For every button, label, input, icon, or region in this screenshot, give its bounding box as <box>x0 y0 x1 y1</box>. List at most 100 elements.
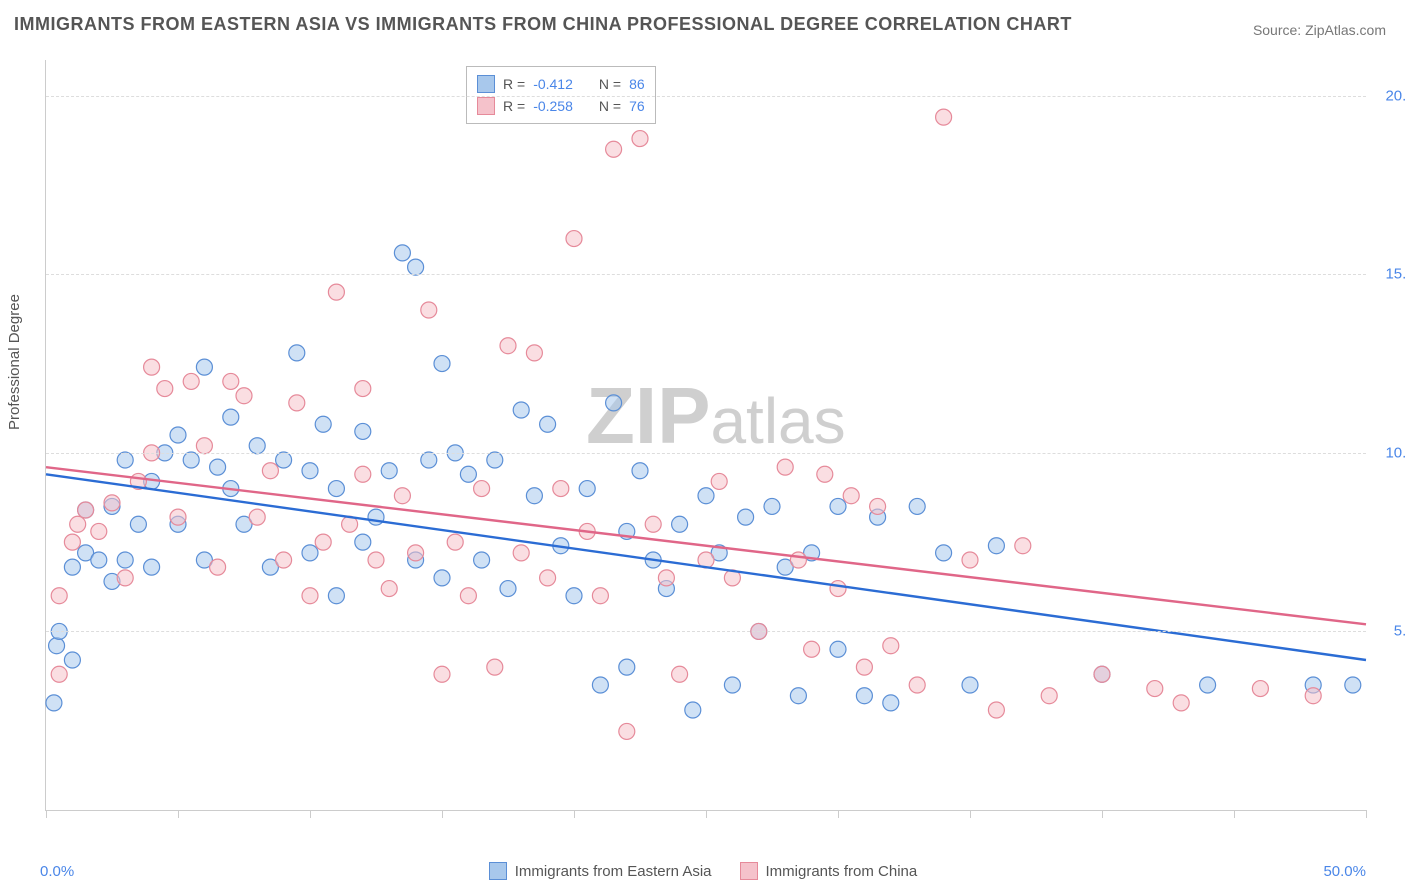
data-point <box>289 395 305 411</box>
data-point <box>70 516 86 532</box>
bottom-legend: 0.0% Immigrants from Eastern Asia Immigr… <box>0 862 1406 880</box>
data-point <box>566 588 582 604</box>
data-point <box>936 545 952 561</box>
data-point <box>394 488 410 504</box>
data-point <box>130 516 146 532</box>
data-point <box>355 534 371 550</box>
data-point <box>223 373 239 389</box>
data-point <box>619 723 635 739</box>
data-point <box>632 463 648 479</box>
data-point <box>804 641 820 657</box>
data-point <box>1094 666 1110 682</box>
data-point <box>909 498 925 514</box>
data-point <box>64 652 80 668</box>
data-point <box>1173 695 1189 711</box>
legend-item-1: Immigrants from China <box>740 862 918 880</box>
x-tick <box>970 810 971 818</box>
data-point <box>685 702 701 718</box>
data-point <box>909 677 925 693</box>
data-point <box>408 545 424 561</box>
r-label: R = <box>503 98 525 114</box>
data-point <box>315 534 331 550</box>
data-point <box>764 498 780 514</box>
data-point <box>553 481 569 497</box>
data-point <box>381 581 397 597</box>
data-point <box>1015 538 1031 554</box>
data-point <box>117 452 133 468</box>
chart-svg <box>46 60 1366 810</box>
data-point <box>830 581 846 597</box>
data-point <box>790 552 806 568</box>
data-point <box>513 545 529 561</box>
data-point <box>500 581 516 597</box>
x-tick <box>1234 810 1235 818</box>
data-point <box>632 131 648 147</box>
swatch-bottom-1 <box>740 862 758 880</box>
data-point <box>1147 681 1163 697</box>
x-max-label: 50.0% <box>1323 863 1366 880</box>
x-tick <box>574 810 575 818</box>
data-point <box>724 677 740 693</box>
data-point <box>64 534 80 550</box>
data-point <box>883 638 899 654</box>
gridline <box>46 631 1366 632</box>
n-label: N = <box>599 98 621 114</box>
data-point <box>487 452 503 468</box>
legend-label-1: Immigrants from China <box>766 863 918 880</box>
data-point <box>368 552 384 568</box>
x-min-label: 0.0% <box>40 863 74 880</box>
swatch-series-1 <box>477 97 495 115</box>
data-point <box>672 516 688 532</box>
data-point <box>566 231 582 247</box>
y-axis-label: Professional Degree <box>6 294 23 430</box>
data-point <box>460 588 476 604</box>
data-point <box>276 452 292 468</box>
data-point <box>170 427 186 443</box>
n-value-1: 76 <box>629 98 645 114</box>
r-value-1: -0.258 <box>533 98 573 114</box>
x-tick <box>46 810 47 818</box>
n-label: N = <box>599 76 621 92</box>
data-point <box>236 388 252 404</box>
data-point <box>1200 677 1216 693</box>
data-point <box>78 502 94 518</box>
data-point <box>434 570 450 586</box>
data-point <box>46 695 62 711</box>
data-point <box>421 302 437 318</box>
data-point <box>196 438 212 454</box>
data-point <box>856 659 872 675</box>
data-point <box>157 381 173 397</box>
data-point <box>500 338 516 354</box>
x-tick <box>706 810 707 818</box>
data-point <box>49 638 65 654</box>
data-point <box>856 688 872 704</box>
gridline <box>46 96 1366 97</box>
data-point <box>658 570 674 586</box>
data-point <box>302 588 318 604</box>
data-point <box>144 359 160 375</box>
y-tick-label: 5.0% <box>1394 623 1406 640</box>
data-point <box>447 534 463 550</box>
data-point <box>355 423 371 439</box>
data-point <box>474 481 490 497</box>
data-point <box>711 473 727 489</box>
data-point <box>487 659 503 675</box>
data-point <box>817 466 833 482</box>
data-point <box>328 588 344 604</box>
data-point <box>526 345 542 361</box>
data-point <box>434 356 450 372</box>
data-point <box>394 245 410 261</box>
data-point <box>592 677 608 693</box>
data-point <box>302 463 318 479</box>
source-name: ZipAtlas.com <box>1305 22 1386 38</box>
y-tick-label: 15.0% <box>1385 266 1406 283</box>
gridline <box>46 453 1366 454</box>
data-point <box>1041 688 1057 704</box>
data-point <box>368 509 384 525</box>
swatch-series-0 <box>477 75 495 93</box>
data-point <box>223 409 239 425</box>
data-point <box>315 416 331 432</box>
legend-row-series-1: R = -0.258 N = 76 <box>477 95 645 117</box>
data-point <box>51 666 67 682</box>
x-tick <box>1102 810 1103 818</box>
